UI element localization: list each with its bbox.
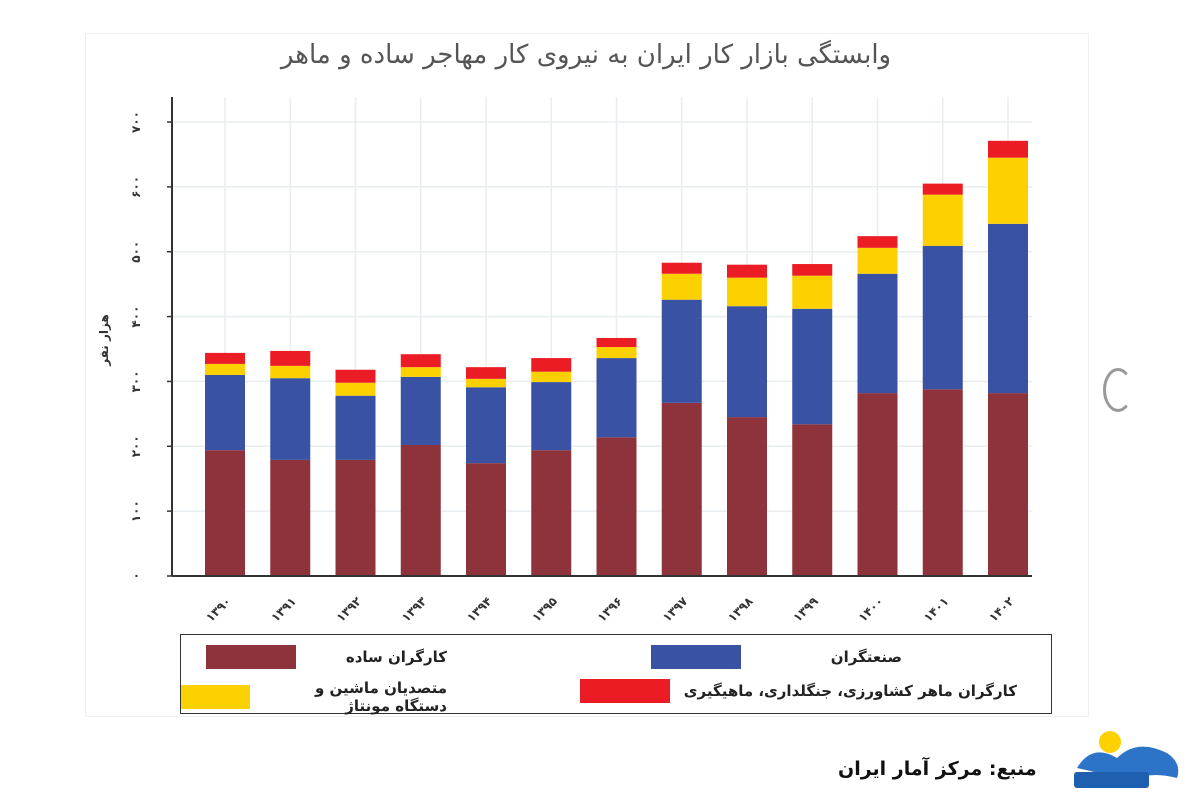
- bar-segment: [922, 389, 963, 576]
- bar-segment: [466, 367, 506, 379]
- bar-segment: [857, 247, 898, 274]
- bar-segment: [335, 395, 376, 460]
- bar-segment: [661, 262, 702, 274]
- bar-segment: [205, 374, 245, 451]
- bar-segment: [792, 308, 833, 425]
- bar-segment: [531, 358, 572, 372]
- bar-segment: [205, 352, 245, 364]
- x-tick-label: ۱۳۹۹: [790, 594, 821, 625]
- bar-segment: [988, 393, 1028, 576]
- bar-segment: [335, 459, 376, 576]
- bar-segment: [988, 223, 1028, 394]
- bar-segment: [466, 378, 506, 388]
- legend-label: کارگران ماهر کشاورزی، جنگلداری، ماهیگیری: [683, 682, 1017, 700]
- bar-segment: [596, 337, 637, 348]
- bar-segment: [727, 306, 767, 418]
- x-tick-label: ۱۳۹۷: [660, 594, 691, 625]
- bar-segment: [857, 273, 898, 394]
- legend-item-craftsmen: صنعتگران: [650, 645, 916, 669]
- bar-segment: [727, 417, 767, 576]
- legend: کارگران ساده صنعتگران متصدیان ماشین و دس…: [180, 634, 1052, 715]
- x-tick-label: ۱۴۰۰: [856, 594, 887, 625]
- legend-item-skilled-agri-workers: کارگران ماهر کشاورزی، جنگلداری، ماهیگیری: [579, 679, 1031, 703]
- bar-segment: [400, 354, 441, 368]
- bar-segment: [596, 347, 637, 359]
- bar-segment: [922, 183, 963, 195]
- y-tick-label: ۵۰۰: [129, 241, 143, 263]
- legend-item-simple-workers: کارگران ساده: [205, 645, 461, 669]
- legend-swatch: [650, 645, 741, 669]
- bar-segment: [466, 387, 506, 464]
- bar-segment: [531, 371, 572, 383]
- x-tick-label: ۱۳۹۱: [268, 594, 299, 625]
- legend-label: صنعتگران: [830, 648, 902, 666]
- bar-segment: [270, 350, 311, 366]
- y-tick-label: ۲۰۰: [129, 435, 143, 457]
- bar-segment: [922, 245, 963, 390]
- x-tick-label: ۱۴۰۲: [986, 594, 1017, 625]
- legend-swatch: [181, 685, 250, 709]
- bar-segment: [335, 369, 376, 383]
- legend-item-machine-operators: متصدیان ماشین و دستگاه مونتاژ: [181, 679, 461, 715]
- bar-segment: [270, 459, 311, 576]
- bar-segment: [857, 393, 898, 576]
- y-tick-label: ۶۰۰: [129, 176, 143, 198]
- chart-frame: [85, 33, 1089, 717]
- x-tick-label: ۱۳۹۴: [464, 594, 495, 625]
- y-tick-label: ۰: [129, 572, 143, 579]
- next-slide-button[interactable]: [1103, 368, 1133, 412]
- bar-segment: [661, 299, 702, 403]
- x-tick-label: ۱۳۹۶: [595, 594, 626, 625]
- x-tick-label: ۱۴۰۱: [921, 594, 952, 625]
- legend-swatch: [205, 645, 296, 669]
- bar-segment: [988, 157, 1028, 224]
- stacked-bar-chart: ۰ ۱۰۰ ۲۰۰ ۳۰۰ ۴۰۰ ۵۰۰ ۶۰۰ ۷۰۰ ۱۳۹۰ ۱۳۹۱ ۱۳۹۲ ۱۳۹۳ ۱۳…: [97, 97, 1032, 625]
- y-tick-label: ۳۰۰: [129, 370, 143, 392]
- chart-title: وابستگی بازار کار ایران به نیروی کار مها…: [280, 40, 892, 70]
- y-tick-label: ۱۰۰: [129, 500, 143, 522]
- bar-segment: [661, 273, 702, 300]
- bar-segment: [922, 194, 963, 246]
- bar-segment: [857, 236, 898, 248]
- bar-segment: [661, 402, 702, 576]
- x-tick-label: ۱۳۹۰: [203, 594, 234, 625]
- bar-segment: [400, 367, 441, 377]
- bar-segment: [596, 358, 637, 438]
- y-tick-label: ۴۰۰: [129, 306, 143, 328]
- legend-label: متصدیان ماشین و دستگاه مونتاژ: [315, 679, 447, 715]
- bar-segment: [466, 463, 506, 576]
- bar-segment: [988, 140, 1028, 158]
- bar-segment: [596, 437, 637, 576]
- bar-segment: [400, 444, 441, 576]
- bar-segment: [400, 376, 441, 445]
- bar-segment: [531, 382, 572, 451]
- site-logo: [1074, 731, 1179, 788]
- bar-segment: [727, 277, 767, 307]
- bar-segment: [270, 378, 311, 460]
- legend-label: کارگران ساده: [345, 648, 447, 666]
- legend-swatch: [579, 679, 670, 703]
- bar-segment: [205, 450, 245, 576]
- bar-segment: [792, 264, 833, 276]
- bar-segment: [335, 382, 376, 396]
- x-tick-label: ۱۳۹۲: [334, 594, 365, 625]
- bar-segment: [270, 365, 311, 379]
- bar-segment: [205, 363, 245, 375]
- y-axis-label: هزار نفر: [97, 314, 111, 367]
- bar-segment: [792, 424, 833, 576]
- x-tick-label: ۱۳۹۳: [399, 594, 430, 625]
- source-note: منبع: مرکز آمار ایران: [838, 758, 1037, 780]
- bar-segment: [792, 275, 833, 309]
- bar-segment: [531, 450, 572, 576]
- x-tick-label: ۱۳۹۵: [529, 594, 560, 625]
- x-tick-label: ۱۳۹۸: [725, 594, 756, 625]
- bar-segment: [727, 264, 767, 278]
- y-tick-label: ۷۰۰: [129, 111, 143, 133]
